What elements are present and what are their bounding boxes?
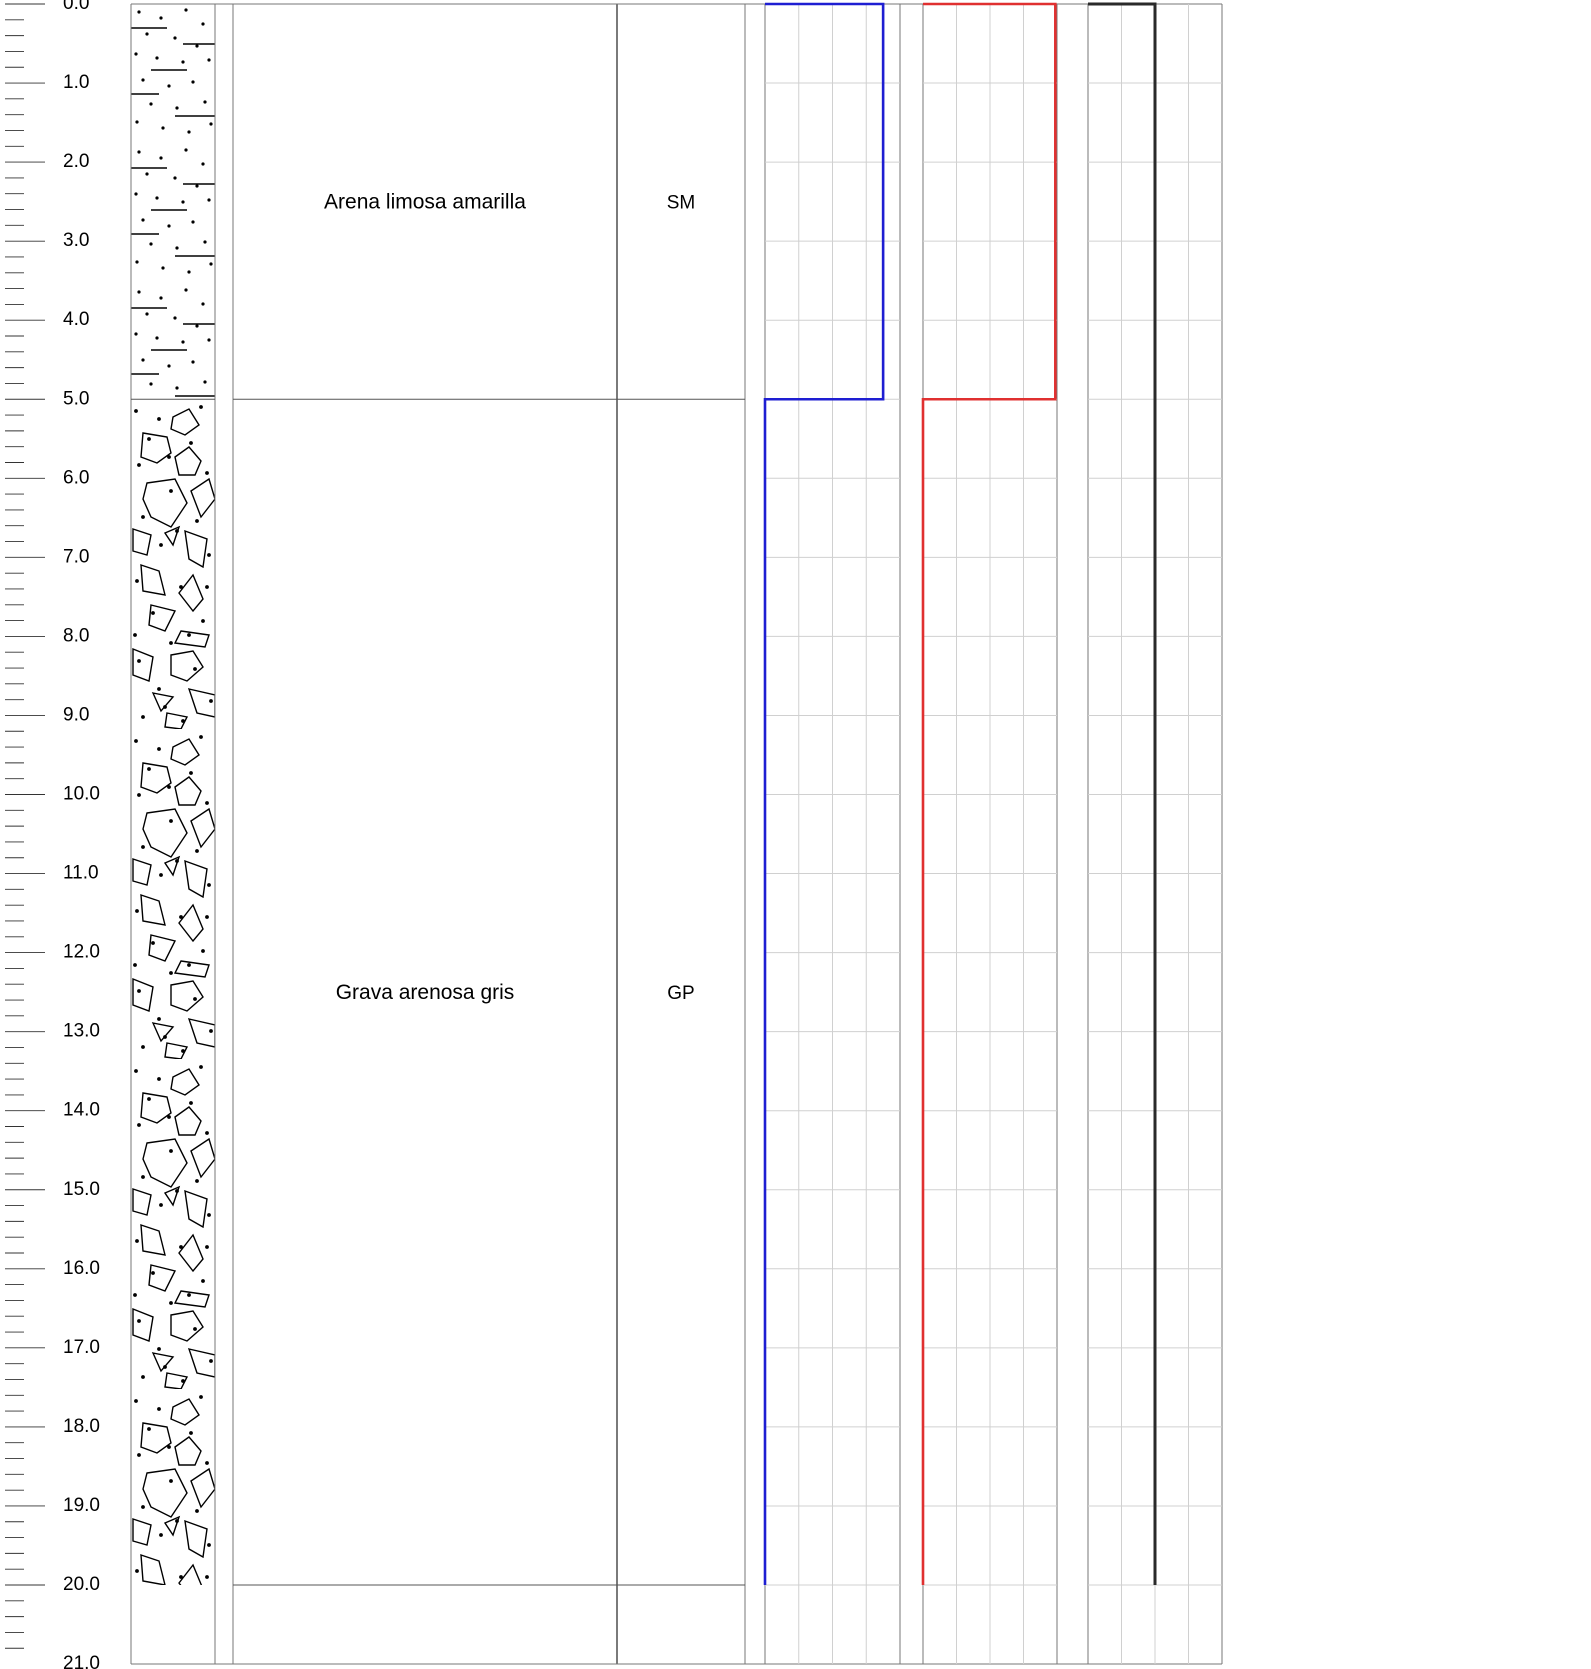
depth-label: 2.0 bbox=[63, 151, 89, 172]
layer-description: Arena limosa amarilla bbox=[324, 191, 526, 214]
depth-label: 18.0 bbox=[63, 1416, 100, 1437]
depth-label: 5.0 bbox=[63, 388, 89, 409]
track-1-curve bbox=[763, 2, 885, 1585]
depth-label: 17.0 bbox=[63, 1337, 100, 1358]
sandy-gravel-pattern bbox=[131, 399, 215, 1585]
depth-label: 16.0 bbox=[63, 1258, 100, 1279]
layer-columns bbox=[131, 4, 215, 1585]
layer-uscs-code: SM bbox=[667, 193, 696, 214]
depth-label: 4.0 bbox=[63, 309, 89, 330]
silty-sand-pattern bbox=[131, 4, 215, 400]
depth-label: 7.0 bbox=[63, 546, 89, 567]
depth-label: 6.0 bbox=[63, 467, 89, 488]
depth-label: 14.0 bbox=[63, 1100, 100, 1121]
depth-label: 10.0 bbox=[63, 784, 100, 805]
depth-label: 21.0 bbox=[63, 1653, 100, 1669]
depth-label: 13.0 bbox=[63, 1021, 100, 1042]
depth-label: 19.0 bbox=[63, 1495, 100, 1516]
depth-axis: 0.0 1.0 2.0 3.0 4.0 5.0 6.0 7.0 8.0 9.0 10.0 11.0 12… bbox=[5, 0, 100, 1669]
depth-label: 9.0 bbox=[63, 704, 89, 725]
depth-label: 3.0 bbox=[63, 230, 89, 251]
track-2 bbox=[921, 2, 1057, 1664]
track-3-curve bbox=[1088, 2, 1157, 1585]
data-tracks bbox=[763, 2, 1222, 1664]
depth-label: 8.0 bbox=[63, 625, 89, 646]
depth-label: 12.0 bbox=[63, 942, 100, 963]
layer-description: Grava arenosa gris bbox=[336, 981, 515, 1004]
log-frame bbox=[130, 3, 1223, 1665]
track-1 bbox=[763, 2, 900, 1664]
depth-label: 20.0 bbox=[63, 1574, 100, 1595]
layer-labels: Arena limosa amarilla SM Grava arenosa gri… bbox=[324, 191, 695, 1005]
track-3 bbox=[1088, 2, 1222, 1664]
depth-label: 15.0 bbox=[63, 1179, 100, 1200]
depth-label: 1.0 bbox=[63, 72, 89, 93]
layer-uscs-code: GP bbox=[667, 983, 694, 1004]
track-2-curve bbox=[921, 2, 1057, 1585]
depth-label: 11.0 bbox=[63, 863, 99, 884]
depth-label: 0.0 bbox=[63, 0, 89, 14]
